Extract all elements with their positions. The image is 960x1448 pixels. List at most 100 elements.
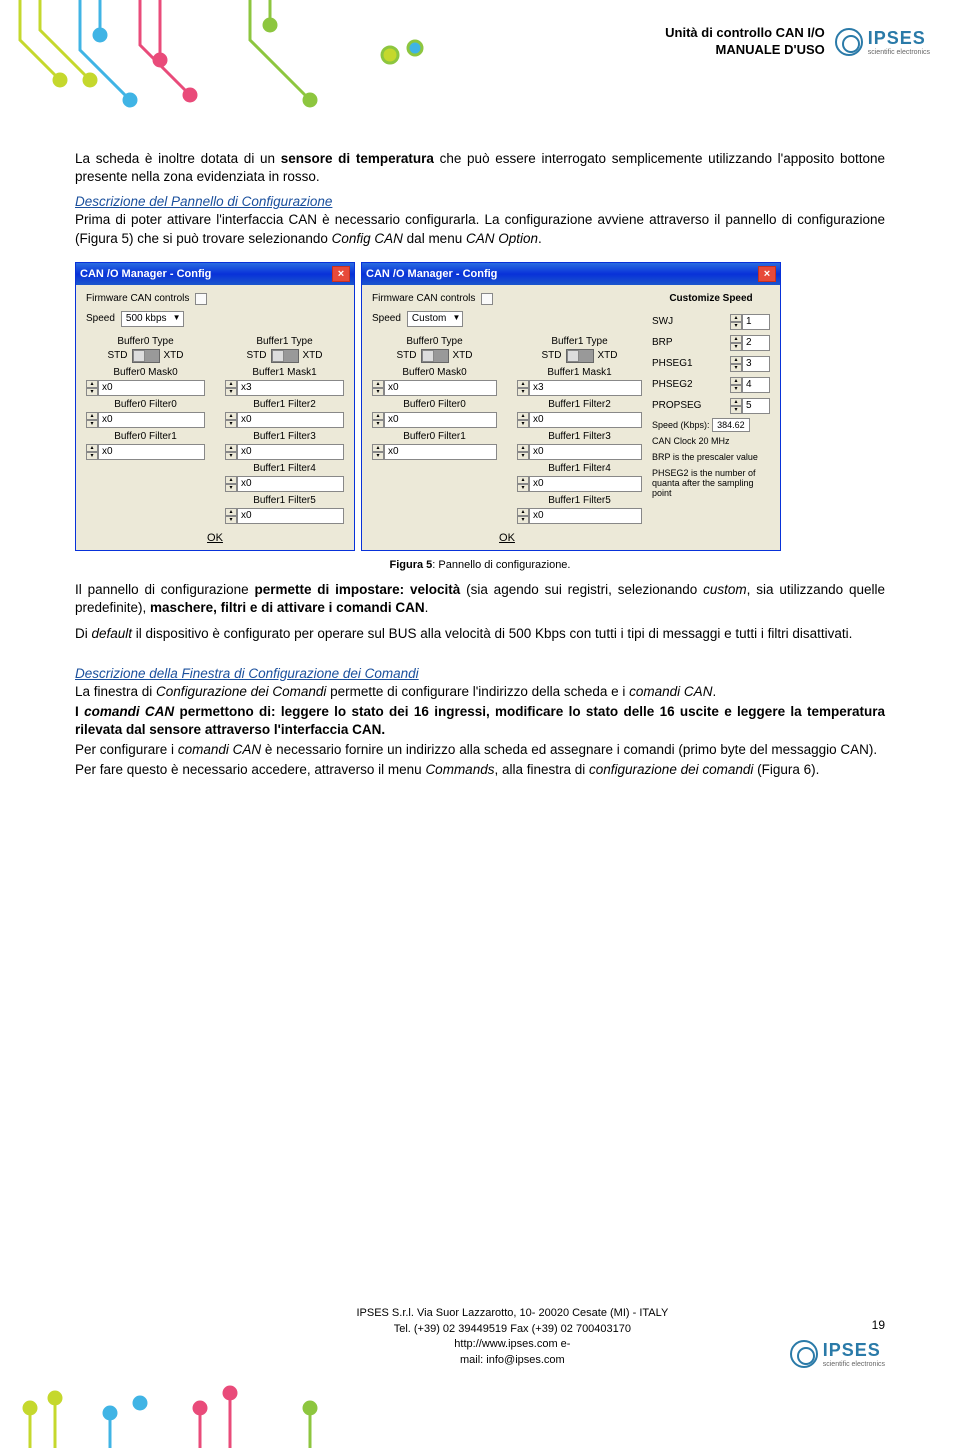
logo-ipses: IPSES scientific electronics (835, 28, 930, 56)
fw-checkbox[interactable] (481, 293, 493, 305)
buffer0-column: Buffer0 Type STD XTD Buffer0 Mask0 ▴▾x0 … (86, 333, 205, 526)
text-bold: sensore di temperatura (281, 151, 434, 166)
spinner[interactable]: ▴▾x0 (517, 476, 642, 492)
xtd-label: XTD (453, 350, 473, 361)
label: Buffer1 Type (517, 336, 642, 347)
phseg2-input[interactable]: 4 (742, 377, 770, 393)
value: x0 (237, 444, 344, 460)
phseg1-row: PHSEG1▴▾3 (652, 356, 770, 372)
text: permettono di: leggere lo stato dei 16 i… (75, 704, 885, 737)
text: Per fare questo è necessario accedere, a… (75, 762, 425, 777)
buf0-mask0-input[interactable]: ▴▾x0 (86, 380, 205, 396)
footer: IPSES S.r.l. Via Suor Lazzarotto, 10- 20… (75, 1306, 885, 1368)
text-bold: permette di impostare: velocità (254, 582, 460, 597)
figures-row: CAN /O Manager - Config × Firmware CAN c… (75, 262, 885, 551)
para-6: I comandi CAN permettono di: leggere lo … (75, 703, 885, 739)
text: , alla finestra di (494, 762, 589, 777)
label: PHSEG2 (652, 379, 693, 390)
buf1-mask1-input[interactable]: ▴▾x3 (225, 380, 344, 396)
value: x0 (384, 380, 497, 396)
std-label: STD (542, 350, 562, 361)
speed-select[interactable]: Custom (407, 311, 463, 327)
logo-text-sub: scientific electronics (823, 1361, 885, 1368)
buf1-filter3-input[interactable]: ▴▾x0 (225, 444, 344, 460)
label: Buffer0 Type (372, 336, 497, 347)
spinner[interactable]: ▴▾x0 (372, 412, 497, 428)
buf0-toggle[interactable]: STD XTD (372, 349, 497, 363)
xtd-label: XTD (598, 350, 618, 361)
value: x3 (529, 380, 642, 396)
logo-text-main: IPSES (868, 28, 930, 49)
value: x0 (237, 412, 344, 428)
dialog-title: CAN /O Manager - Config (80, 268, 211, 280)
text: La scheda è inoltre dotata di un (75, 151, 281, 166)
buf1-toggle[interactable]: STD XTD (225, 349, 344, 363)
swj-input[interactable]: 1 (742, 314, 770, 330)
speed-row: Speed Custom (372, 311, 642, 327)
value: x0 (529, 476, 642, 492)
value: x3 (237, 380, 344, 396)
phseg1-input[interactable]: 3 (742, 356, 770, 372)
para-2: Prima di poter attivare l'interfaccia CA… (75, 211, 885, 247)
value: x0 (98, 412, 205, 428)
doc-title: Unità di controllo CAN I/O MANUALE D'USO (665, 25, 825, 59)
spinner[interactable]: ▴▾x0 (372, 444, 497, 460)
spinner[interactable]: ▴▾x0 (517, 508, 642, 524)
fw-checkbox[interactable] (195, 293, 207, 305)
speed-display: Speed (Kbps): 384.62 (652, 420, 770, 430)
label: Buffer1 Filter2 (517, 399, 642, 410)
text: I (75, 704, 84, 719)
buf1-filter4-input[interactable]: ▴▾x0 (225, 476, 344, 492)
para-5: La finestra di Configurazione dei Comand… (75, 683, 885, 701)
text-italic: configurazione dei comandi (589, 762, 753, 777)
buf1-toggle[interactable]: STD XTD (517, 349, 642, 363)
buffer0-column: Buffer0 Type STD XTD Buffer0 Mask0 ▴▾x0 … (372, 333, 497, 526)
close-icon[interactable]: × (332, 266, 350, 282)
text-italic: custom (703, 582, 747, 597)
propseg-input[interactable]: 5 (742, 398, 770, 414)
figure-5-caption: Figura 5: Pannello di configurazione. (75, 559, 885, 571)
buf1-filter2-input[interactable]: ▴▾x0 (225, 412, 344, 428)
text: Per configurare i (75, 742, 178, 757)
ok-button[interactable]: OK (372, 532, 642, 544)
label: SWJ (652, 316, 673, 327)
buf0-filter1-input[interactable]: ▴▾x0 (86, 444, 205, 460)
close-icon[interactable]: × (758, 266, 776, 282)
footer-line: mail: info@ipses.com (235, 1353, 790, 1368)
xtd-label: XTD (164, 350, 184, 361)
spinner[interactable]: ▴▾x0 (517, 412, 642, 428)
label: Buffer1 Filter2 (225, 399, 344, 410)
buf0-filter0-input[interactable]: ▴▾x0 (86, 412, 205, 428)
spinner[interactable]: ▴▾x3 (517, 380, 642, 396)
content: La scheda è inoltre dotata di un sensore… (75, 150, 885, 788)
label: Buffer0 Type (86, 336, 205, 347)
text: . (425, 600, 429, 615)
logo-mark (790, 1340, 818, 1368)
text: La finestra di (75, 684, 156, 699)
spinner[interactable]: ▴▾x0 (372, 380, 497, 396)
header-right: Unità di controllo CAN I/O MANUALE D'USO… (665, 25, 930, 59)
label: Buffer1 Filter4 (225, 463, 344, 474)
xtd-label: XTD (303, 350, 323, 361)
std-label: STD (108, 350, 128, 361)
text: (sia agendo sui registri, selezionando (460, 582, 703, 597)
heading-commands-config: Descrizione della Finestra di Configuraz… (75, 666, 885, 681)
buf0-toggle[interactable]: STD XTD (86, 349, 205, 363)
buf1-filter5-input[interactable]: ▴▾x0 (225, 508, 344, 524)
logo-text-main: IPSES (823, 1340, 885, 1361)
text-italic: comandi CAN (178, 742, 261, 757)
titlebar[interactable]: CAN /O Manager - Config × (76, 263, 354, 285)
speed-select[interactable]: 500 kbps (121, 311, 184, 327)
brp-input[interactable]: 2 (742, 335, 770, 351)
value: x0 (237, 476, 344, 492)
value: x0 (237, 508, 344, 524)
ok-button[interactable]: OK (86, 532, 344, 544)
brp-row: BRP▴▾2 (652, 335, 770, 351)
value: x0 (384, 412, 497, 428)
logo-mark (835, 28, 863, 56)
phseg2-row: PHSEG2▴▾4 (652, 377, 770, 393)
spinner[interactable]: ▴▾x0 (517, 444, 642, 460)
titlebar[interactable]: CAN /O Manager - Config × (362, 263, 780, 285)
text-italic: Configurazione dei Comandi (156, 684, 326, 699)
label: PHSEG1 (652, 358, 693, 369)
